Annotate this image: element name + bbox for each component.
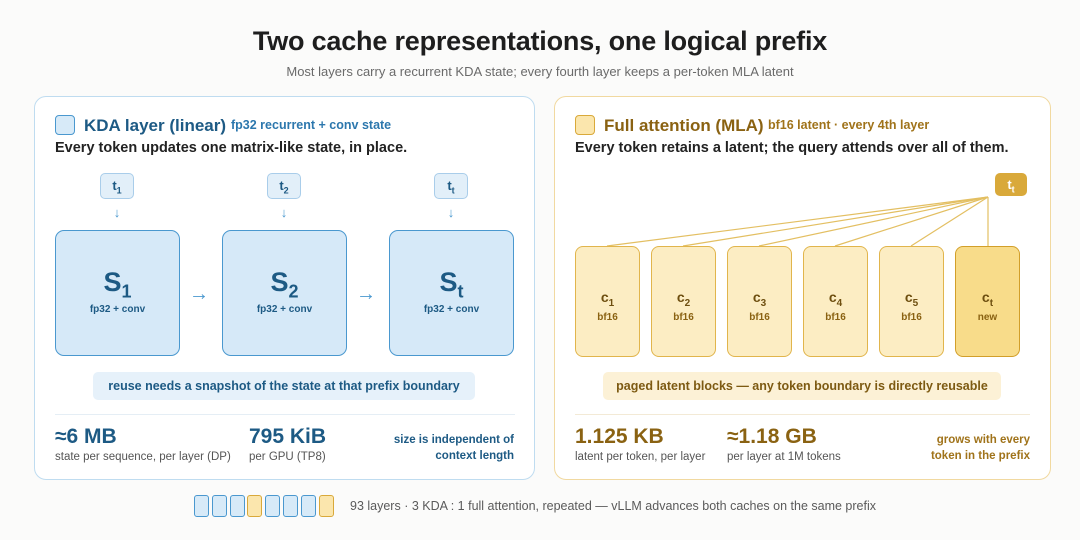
- mla-swatch-icon: [575, 115, 595, 135]
- page-subtitle: Most layers carry a recurrent KDA state;…: [286, 64, 794, 79]
- latent-symbol: c4: [828, 289, 843, 309]
- mla-latent-block-new: ct new: [955, 246, 1020, 357]
- mla-latent-block-1: c1 bf16: [575, 246, 640, 357]
- legend-cell-kda: [283, 495, 298, 517]
- kda-token-2: t2: [267, 173, 301, 199]
- right-arrow-icon: →: [189, 283, 209, 305]
- kda-stat-per-gpu: 795 KiB: [249, 425, 327, 448]
- kda-note: reuse needs a snapshot of the state at t…: [93, 372, 475, 400]
- latent-label: bf16: [597, 311, 618, 323]
- kda-state-box-2: S2 fp32 + conv: [222, 230, 347, 356]
- mla-stat-latent-size-label: latent per token, per layer: [575, 451, 706, 463]
- state-label: fp32 + conv: [256, 304, 313, 316]
- state-symbol: St: [439, 267, 464, 302]
- right-arrow-icon: →: [356, 283, 376, 305]
- kda-stat-per-gpu-label: per GPU (TP8): [249, 451, 326, 463]
- kda-state-box-1: S1 fp32 + conv: [55, 230, 180, 356]
- latent-symbol: ct: [981, 289, 994, 309]
- mla-stat-per-layer-label: per layer at 1M tokens: [727, 451, 841, 463]
- kda-token-1: t1: [100, 173, 134, 199]
- legend-cell-mla: [318, 495, 334, 517]
- mla-panel-tag: bf16 latent · every 4th layer: [768, 118, 930, 132]
- state-label: fp32 + conv: [423, 304, 480, 316]
- mla-panel-description: Every token retains a latent; the query …: [575, 140, 1009, 156]
- latent-symbol: c5: [904, 289, 919, 309]
- latent-label: bf16: [901, 311, 922, 323]
- mla-stat-per-layer: ≈1.18 GB: [727, 425, 817, 448]
- down-arrow-icon: ↓: [113, 205, 121, 220]
- latent-label: new: [977, 311, 998, 323]
- mla-note: paged latent blocks — any token boundary…: [603, 372, 1001, 400]
- kda-panel-description: Every token updates one matrix-like stat…: [55, 140, 408, 156]
- legend-cell-kda: [300, 495, 316, 517]
- kda-state-box-t: St fp32 + conv: [389, 230, 514, 356]
- legend-cell-kda: [229, 495, 245, 517]
- kda-swatch-icon: [55, 115, 75, 135]
- page-title: Two cache representations, one logical p…: [252, 26, 828, 56]
- mla-latent-block-4: c4 bf16: [803, 246, 868, 357]
- state-symbol: S2: [270, 267, 299, 302]
- latent-symbol: c1: [600, 289, 615, 309]
- state-label: fp32 + conv: [89, 304, 146, 316]
- legend-cell-mla: [247, 495, 263, 517]
- mla-divider: [575, 414, 1030, 415]
- latent-label: bf16: [825, 311, 846, 323]
- kda-token-t: tt: [434, 173, 468, 199]
- mla-panel-title: Full attention (MLA): [604, 116, 764, 135]
- kda-divider: [55, 414, 515, 415]
- state-symbol: S1: [103, 267, 132, 302]
- mla-right-note: grows with every token in the prefix: [930, 434, 1030, 462]
- latent-symbol: c3: [752, 289, 767, 309]
- legend-text: 93 layers · 3 KDA : 1 full attention, re…: [350, 499, 876, 513]
- mla-latent-block-5: c5 bf16: [879, 246, 944, 357]
- mla-query-token: tt: [995, 173, 1027, 196]
- latent-label: bf16: [673, 311, 694, 323]
- legend-cell-kda: [194, 495, 209, 517]
- kda-panel-title: KDA layer (linear): [84, 116, 227, 135]
- kda-stat-state-size: ≈6 MB: [55, 425, 117, 448]
- latent-symbol: c2: [676, 289, 691, 309]
- down-arrow-icon: ↓: [280, 205, 288, 220]
- mla-stat-latent-size: 1.125 KB: [575, 425, 664, 448]
- down-arrow-icon: ↓: [447, 205, 455, 220]
- kda-right-note: size is independent of context length: [393, 434, 514, 462]
- kda-panel-tag: fp32 recurrent + conv state: [231, 118, 392, 132]
- kda-stat-state-size-label: state per sequence, per layer (DP): [55, 451, 231, 463]
- mla-latent-block-3: c3 bf16: [727, 246, 792, 357]
- legend-cell-kda: [265, 495, 281, 517]
- legend-cell-kda: [211, 495, 227, 517]
- latent-label: bf16: [749, 311, 770, 323]
- mla-latent-block-2: c2 bf16: [651, 246, 716, 357]
